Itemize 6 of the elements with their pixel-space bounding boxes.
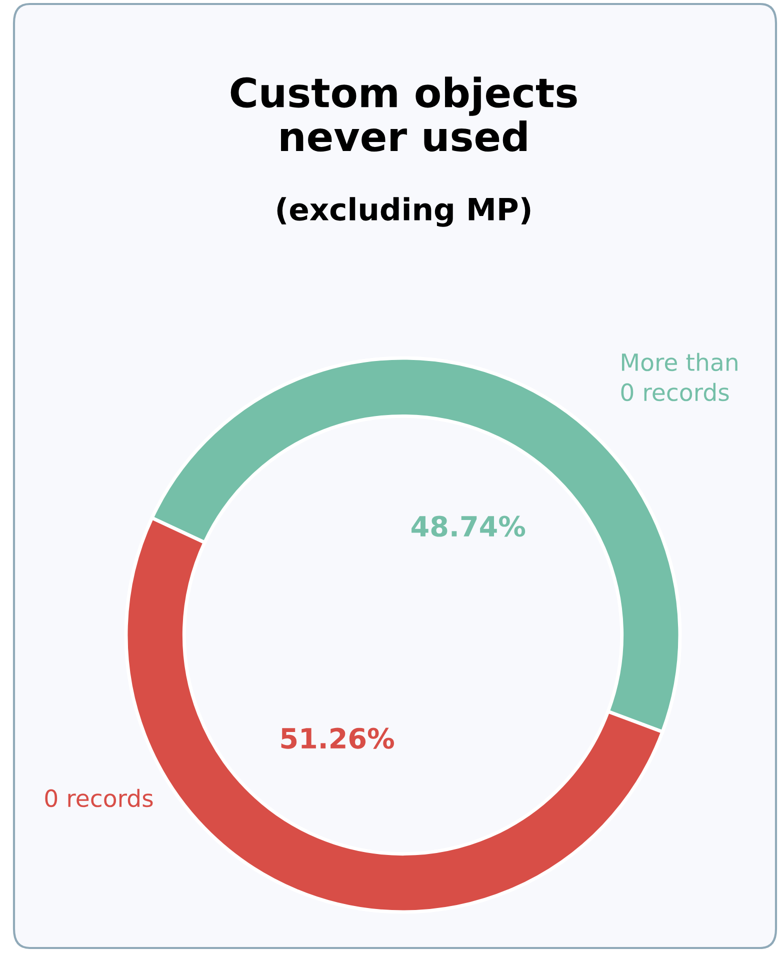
- chart-subtitle: (excluding MP): [277, 197, 530, 227]
- data-label: 51.26%: [281, 728, 394, 749]
- slice-label: 0 records: [45, 788, 153, 808]
- chart-title: Custom objects never used: [230, 76, 577, 152]
- data-label: 48.74%: [412, 516, 526, 537]
- slice-label: More than 0 records: [621, 352, 738, 402]
